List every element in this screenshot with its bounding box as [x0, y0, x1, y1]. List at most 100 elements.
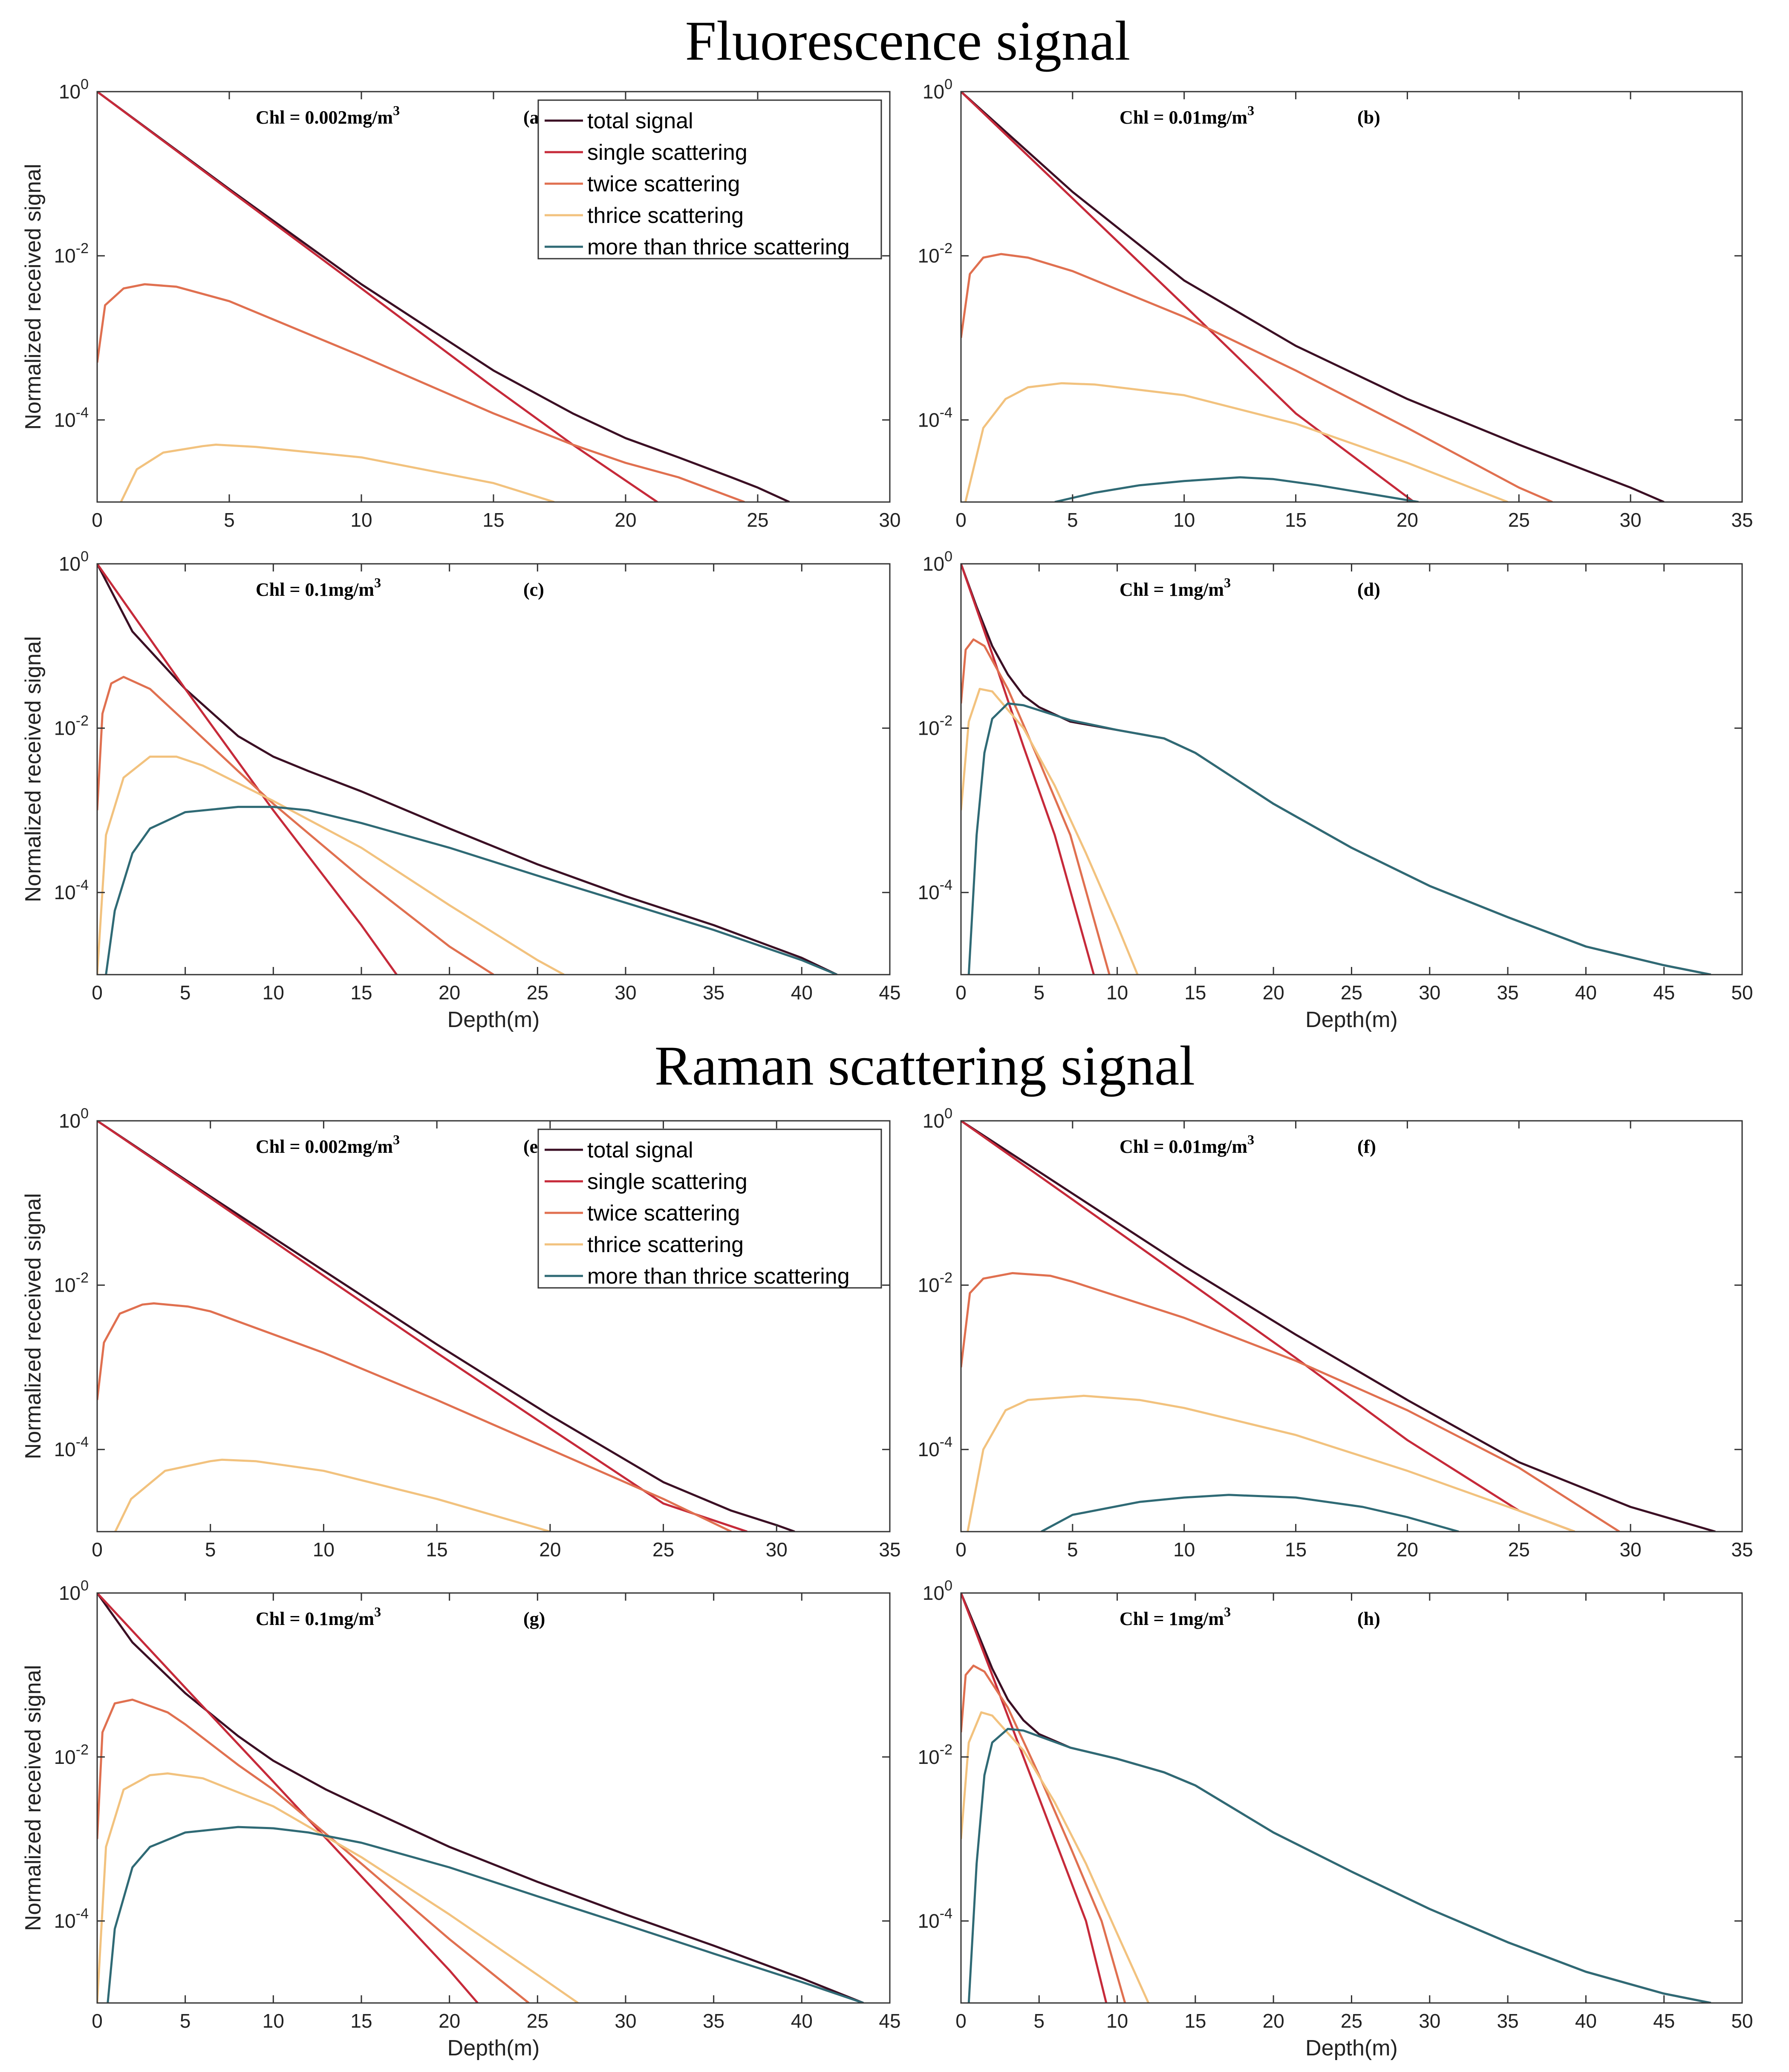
series-line-more-than-thrice-scattering: [967, 1728, 1711, 2003]
series-line-twice-scattering: [97, 675, 494, 975]
x-tick-label: 30: [1419, 981, 1440, 1004]
x-tick-label: 0: [92, 1538, 103, 1561]
series-line-single-scattering: [961, 1593, 1108, 2003]
x-tick-label: 10: [350, 509, 372, 531]
x-tick-label: 45: [1653, 2010, 1675, 2032]
series-line-twice-scattering: [961, 638, 1111, 975]
series-line-total-signal: [97, 1121, 795, 1532]
series-line-single-scattering: [961, 92, 1415, 502]
x-tick-label: 35: [1497, 2010, 1519, 2032]
x-tick-label: 25: [527, 981, 548, 1004]
x-tick-label: 30: [1620, 509, 1642, 531]
y-tick-label: 100: [59, 548, 89, 575]
x-tick-label: 25: [1341, 2010, 1362, 2032]
y-tick-label: 100: [923, 1578, 952, 1604]
chl-annotation: Chl = 0.1mg/m3: [256, 1604, 381, 1629]
y-tick-label: 10-2: [54, 1270, 89, 1296]
x-tick-label: 5: [205, 1538, 216, 1561]
chl-annotation: Chl = 1mg/m3: [1120, 575, 1231, 600]
y-axis-label: Normalized received signal: [21, 164, 46, 430]
y-tick-label: 10-2: [918, 1742, 952, 1768]
y-tick-label: 10-2: [918, 1270, 952, 1296]
legend-label-thrice-scattering: thrice scattering: [587, 203, 744, 228]
series-line-single-scattering: [97, 564, 398, 975]
panel-label: (b): [1357, 107, 1380, 128]
x-tick-label: 0: [955, 981, 967, 1004]
legend-label-single-scattering: single scattering: [587, 1169, 747, 1194]
y-axis-label: Normalized received signal: [21, 1665, 46, 1931]
x-tick-label: 45: [879, 981, 900, 1004]
series-line-thrice-scattering: [120, 443, 555, 502]
y-tick-label: 100: [59, 76, 89, 103]
x-tick-label: 45: [1653, 981, 1675, 1004]
series-line-twice-scattering: [961, 1665, 1126, 2003]
series-line-twice-scattering: [97, 1302, 732, 1532]
chl-annotation: Chl = 1mg/m3: [1120, 1604, 1231, 1629]
panel-label: (c): [523, 579, 544, 600]
chl-annotation: Chl = 0.1mg/m3: [256, 575, 381, 600]
x-tick-label: 35: [1731, 1538, 1753, 1561]
section-title-raman: Raman scattering signal: [655, 1034, 1195, 1097]
y-tick-label: 10-4: [918, 1906, 952, 1932]
x-tick-label: 35: [1497, 981, 1519, 1004]
series-group: [961, 1121, 1716, 1532]
legend-label-twice-scattering: twice scattering: [587, 172, 740, 196]
series-line-single-scattering: [97, 1121, 747, 1532]
chl-annotation: Chl = 0.002mg/m3: [256, 1132, 400, 1157]
y-tick-label: 10-4: [918, 404, 952, 431]
x-tick-label: 15: [1184, 2010, 1206, 2032]
x-tick-label: 30: [1620, 1538, 1642, 1561]
x-tick-label: 0: [92, 981, 103, 1004]
y-tick-label: 100: [923, 1105, 952, 1132]
y-axis-label: Normalized received signal: [21, 636, 46, 902]
series-line-twice-scattering: [97, 1698, 530, 2003]
x-tick-label: 20: [615, 509, 636, 531]
axes-frame: [960, 1120, 1743, 1532]
x-tick-label: 35: [703, 2010, 724, 2032]
x-tick-label: 15: [426, 1538, 448, 1561]
axes-frame: [96, 563, 891, 975]
y-tick-label: 100: [923, 76, 952, 103]
series-group: [961, 1593, 1711, 2003]
y-tick-label: 10-2: [54, 1742, 89, 1768]
x-tick-label: 20: [1263, 2010, 1284, 2032]
series-line-thrice-scattering: [964, 382, 1509, 502]
x-tick-label: 35: [703, 981, 724, 1004]
x-axis-label: Depth(m): [1305, 2036, 1398, 2060]
x-tick-label: 5: [1067, 1538, 1078, 1561]
legend-label-total-signal: total signal: [587, 109, 693, 133]
y-tick-label: 100: [59, 1105, 89, 1132]
legend: total signal single scattering twice scatt…: [537, 1128, 882, 1289]
x-tick-label: 0: [92, 509, 103, 531]
x-tick-label: 5: [1034, 2010, 1045, 2032]
x-tick-label: 0: [92, 2010, 103, 2032]
x-tick-label: 5: [1034, 981, 1045, 1004]
chart-panel-e: 0 5 10 15 20 25 30 35 100 10-2 10-4 Chl = 0.002mg/m…: [21, 1105, 901, 1561]
x-tick-label: 10: [1106, 981, 1128, 1004]
x-tick-label: 5: [180, 2010, 191, 2032]
x-tick-label: 25: [1508, 1538, 1530, 1561]
x-tick-label: 35: [879, 1538, 900, 1561]
x-tick-label: 30: [615, 981, 636, 1004]
x-axis-label: Depth(m): [1305, 1007, 1398, 1032]
axes-frame: [96, 1120, 891, 1532]
x-tick-label: 20: [539, 1538, 561, 1561]
x-tick-label: 35: [1731, 509, 1753, 531]
legend-label-total-signal: total signal: [587, 1138, 693, 1163]
chl-annotation: Chl = 0.01mg/m3: [1120, 1132, 1254, 1157]
x-tick-label: 0: [955, 2010, 967, 2032]
x-tick-label: 20: [439, 2010, 460, 2032]
x-tick-label: 0: [955, 1538, 967, 1561]
x-tick-label: 25: [652, 1538, 674, 1561]
axes-frame: [96, 1592, 891, 2004]
series-line-total-signal: [97, 92, 790, 502]
x-tick-label: 25: [1508, 509, 1530, 531]
x-tick-label: 5: [224, 509, 235, 531]
chart-panel-g: 0 5 10 15 20 25 30 35 40 45 100 10-2 10-4 Chl = 0.1mg…: [21, 1578, 901, 2060]
x-tick-label: 5: [180, 981, 191, 1004]
legend-label-more-than-thrice-scattering: more than thrice scattering: [587, 235, 850, 260]
series-line-single-scattering: [97, 1593, 479, 2003]
series-line-thrice-scattering: [961, 1711, 1150, 2003]
chart-panel-f: 0 5 10 15 20 25 30 35 100 10-2 10-4 Chl = 0.01mg/m3…: [918, 1105, 1753, 1561]
x-tick-label: 40: [1575, 981, 1597, 1004]
